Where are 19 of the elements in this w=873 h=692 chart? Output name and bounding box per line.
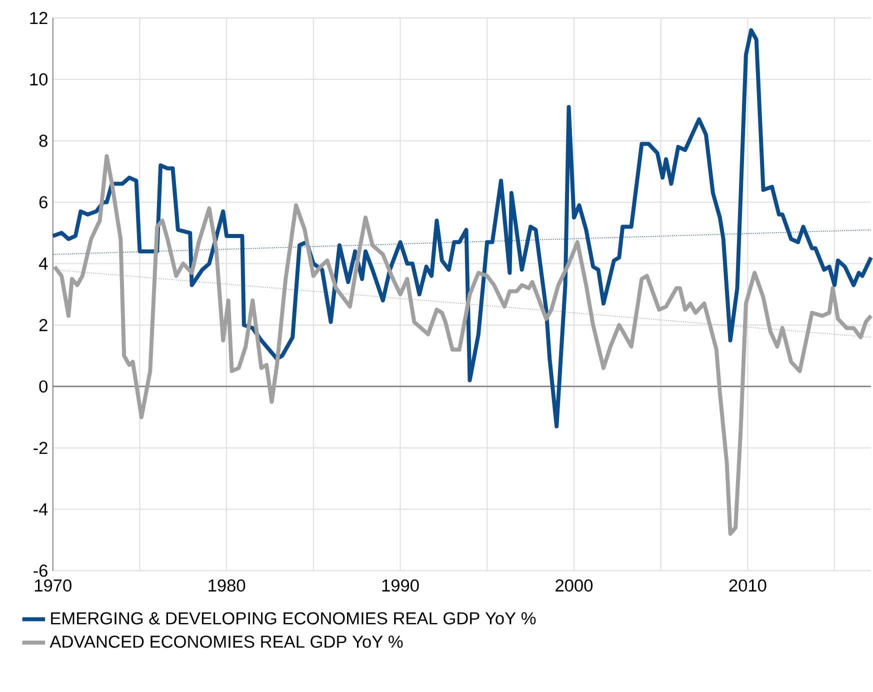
x-tick-label: 2000 [556,579,593,592]
x-tick-label: 1970 [34,579,72,592]
line-series [50,28,873,428]
legend-label: EMERGING & DEVELOPING ECONOMIES REAL GDP YoY % [51,612,536,624]
y-tick-label: 8 [39,134,48,147]
line-series [52,154,873,536]
y-tick-label: 0 [39,380,48,392]
y-tick-label: -2 [34,442,48,454]
x-tick-label: 1990 [382,579,419,592]
x-tick-label: 1980 [208,579,246,592]
y-tick-label: -4 [34,503,48,516]
y-tick-label: 2 [39,318,48,331]
y-tick-label: 10 [30,73,48,86]
y-tick-label: 12 [30,12,48,24]
x-tick-label: 2010 [729,579,766,592]
y-tick-label: 6 [39,196,48,208]
y-tick-label: 4 [38,257,48,270]
legend-label: ADVANCED ECONOMIES REAL GDP YoY % [50,635,403,648]
y-tick-label: -6 [34,564,48,577]
